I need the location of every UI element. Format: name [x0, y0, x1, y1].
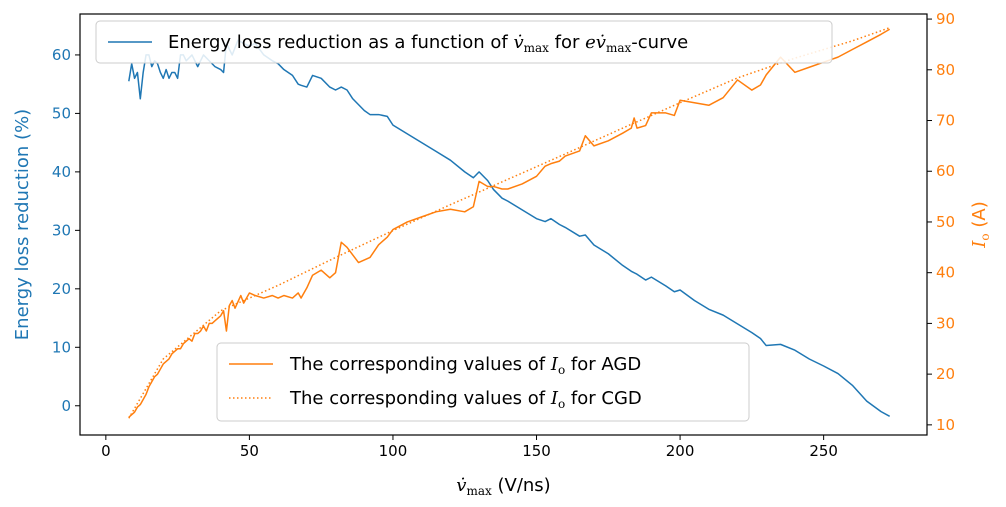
legend-bottom-text-1: The corresponding values of Io for CGD [289, 388, 642, 411]
y-right-tick-label: 40 [936, 264, 955, 282]
legend-bottom-sub: o [558, 363, 565, 377]
y-left-tick-label: 0 [61, 397, 71, 415]
y-right-tick-label: 90 [936, 10, 955, 28]
y-left-tick-label: 40 [52, 163, 71, 181]
legend-top-sub1: max [524, 41, 550, 55]
legend-bottom-math: I [550, 354, 559, 375]
legend-bottom-tail: for AGD [565, 354, 641, 375]
y-right-axis-label: Io (A) [969, 201, 992, 248]
x-tick-label: 250 [809, 442, 838, 460]
legend-top-box [95, 20, 833, 64]
legend-bottom-tail: for CGD [565, 388, 642, 409]
legend-top-text2: for [549, 32, 585, 53]
y-left-tick-label: 10 [52, 338, 71, 356]
x-axis-label: v̇max (V/ns) [456, 475, 550, 498]
x-tick-label: 100 [379, 442, 408, 460]
series-line-energy_loss [128, 39, 891, 417]
y-right-tick-label: 60 [936, 162, 955, 180]
legend-top-text: Energy loss reduction as a function of v… [168, 32, 688, 55]
y-left-tick-label: 30 [52, 221, 71, 239]
x-tick-label: 0 [101, 442, 111, 460]
y-right-tick-label: 10 [936, 416, 955, 434]
y-left-axis-label: Energy loss reduction (%) [12, 109, 33, 340]
legend-top-sub2: max [606, 41, 632, 55]
y-left-tick-label: 60 [52, 46, 71, 64]
legend-bottom-sub: o [558, 397, 565, 411]
legend-top-text1: Energy loss reduction as a function of [168, 32, 513, 53]
y-left-tick-label: 20 [52, 280, 71, 298]
y-right-axis-label-sub: o [978, 233, 992, 240]
y-right-tick-label: 80 [936, 61, 955, 79]
x-tick-label: 50 [240, 442, 259, 460]
x-axis-label-sub: max [466, 484, 492, 498]
legend-bottom-text-0: The corresponding values of Io for AGD [289, 354, 641, 377]
x-tick-label: 150 [522, 442, 551, 460]
legend-top-math1: v̇ [513, 32, 523, 53]
legend-bottom-box [216, 342, 750, 422]
legend-bottom-math: I [550, 388, 559, 409]
y-right-tick-label: 50 [936, 213, 955, 231]
y-left-tick-label: 50 [52, 104, 71, 122]
y-right-axis-label-math: I [969, 240, 990, 249]
x-axis-label-math: v̇ [456, 475, 466, 496]
legend-top-math2: ev̇ [585, 32, 606, 53]
series-line-io_cgd [128, 26, 890, 419]
series-line-io_agd [128, 28, 891, 418]
x-axis-label-unit: (V/ns) [492, 475, 551, 496]
legend-top-text3: -curve [631, 32, 688, 53]
y-right-tick-label: 70 [936, 112, 955, 130]
y-right-tick-label: 20 [936, 365, 955, 383]
y-right-axis-label-unit: (A) [969, 201, 990, 233]
plot-frame [79, 13, 928, 436]
y-right-tick-label: 30 [936, 314, 955, 332]
legend-bottom-text: The corresponding values of [289, 388, 551, 409]
x-tick-label: 200 [666, 442, 695, 460]
legend-bottom-text: The corresponding values of [289, 354, 551, 375]
